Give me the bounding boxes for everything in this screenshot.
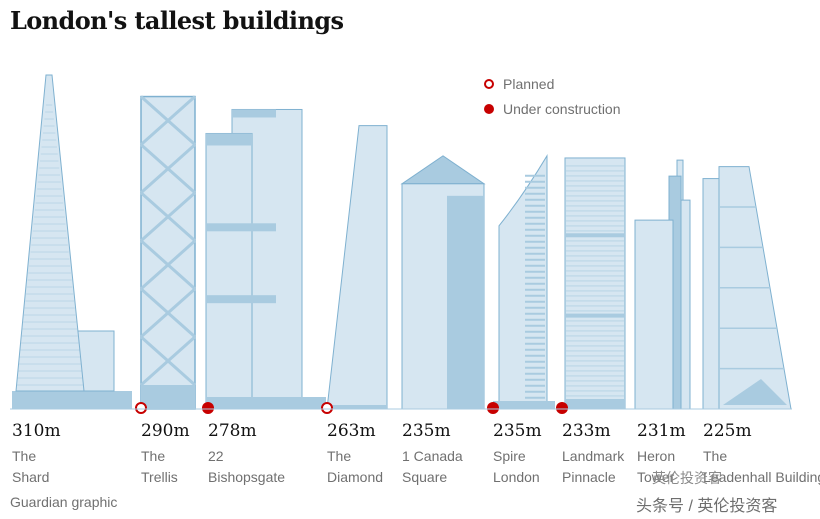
name-label-line: 22 <box>208 448 224 464</box>
height-label-spire-london: 235m <box>493 421 542 441</box>
name-label-line: Trellis <box>141 469 178 485</box>
height-label-the-trellis: 290m <box>141 421 190 441</box>
shard-podium <box>12 391 132 409</box>
name-label-line: 1 Canada <box>402 448 463 464</box>
trellis-brace <box>140 191 196 242</box>
height-label-the-shard: 310m <box>12 421 61 441</box>
diamond-tower <box>326 125 388 410</box>
planned-marker-icon <box>484 78 494 89</box>
name-label-line: The <box>327 448 352 464</box>
name-label-line: Landmark <box>562 448 625 464</box>
name-label-line: Tower <box>637 469 675 485</box>
legend-label-planned: Planned <box>503 75 555 92</box>
name-label-line: Square <box>402 469 448 485</box>
name-label-22-bishopsgate: 22 Bishopsgate <box>208 446 285 488</box>
name-label-the-trellis: The Trellis <box>141 446 178 488</box>
bishopsgate-low-block <box>205 132 253 410</box>
building-the-shard <box>12 74 132 409</box>
building-landmark-pinnacle <box>564 157 626 410</box>
name-label-the-shard: The Shard <box>12 446 49 488</box>
credit: Guardian graphic <box>10 494 118 510</box>
diamond-base <box>327 405 387 409</box>
name-label-the-diamond: The Diamond <box>327 446 383 488</box>
status-marker-the-trellis <box>135 402 147 414</box>
watermark-logo: 英伦投资客 <box>652 470 722 486</box>
pinnacle-base <box>565 399 625 409</box>
building-spire-london <box>493 154 555 409</box>
shard-annex <box>77 330 115 392</box>
name-label-line: Pinnacle <box>562 469 616 485</box>
name-label-line: Leadenhall Building <box>703 469 820 485</box>
name-label-the-leadenhall-building: The Leadenhall Building <box>703 446 820 488</box>
name-label-1-canada-square: 1 Canada Square <box>402 446 463 488</box>
bishopsgate-band <box>206 133 252 146</box>
chart-title: London's tallest buildings <box>10 6 344 35</box>
bishopsgate-floor-band <box>206 223 276 232</box>
legend-item-planned: Planned <box>484 71 621 96</box>
under-construction-marker-icon <box>484 103 494 114</box>
building-1-canada-square <box>400 155 486 410</box>
trellis-brace <box>140 287 196 339</box>
trellis-frame <box>140 95 196 410</box>
bishopsgate-floor-band <box>206 295 276 304</box>
trellis-brace <box>140 95 196 146</box>
heron-main-block <box>634 219 674 410</box>
name-label-heron-tower: Heron Tower <box>637 446 675 488</box>
height-label-the-diamond: 263m <box>327 421 376 441</box>
legend: Planned Under construction <box>484 71 621 121</box>
building-the-leadenhall-building <box>702 166 792 410</box>
spire-base <box>493 401 555 409</box>
name-label-line: Heron <box>637 448 676 464</box>
building-heron-tower <box>634 159 691 410</box>
pinnacle-band <box>565 233 625 238</box>
legend-label-under-construction: Under construction <box>503 100 621 117</box>
watermark: 头条号 / 英伦投资客 <box>636 498 778 515</box>
pinnacle-band <box>565 313 625 318</box>
name-label-spire-london: Spire London <box>493 446 540 488</box>
name-label-line: The <box>703 448 728 464</box>
status-marker-landmark-pinnacle <box>556 402 568 414</box>
building-the-diamond <box>326 125 388 410</box>
height-label-22-bishopsgate: 278m <box>208 421 257 441</box>
legend-item-under-construction: Under construction <box>484 96 621 121</box>
trellis-brace <box>140 239 196 290</box>
height-label-landmark-pinnacle: 233m <box>562 421 611 441</box>
trellis-brace <box>140 335 196 387</box>
name-label-line: The <box>12 448 37 464</box>
name-label-landmark-pinnacle: Landmark Pinnacle <box>562 446 624 488</box>
status-marker-22-bishopsgate <box>202 402 214 414</box>
height-label-heron-tower: 231m <box>637 421 686 441</box>
name-label-line: Spire <box>493 448 526 464</box>
bishopsgate-crown <box>232 109 276 118</box>
canada-shadow <box>447 195 484 409</box>
building-the-trellis <box>140 95 196 410</box>
height-label-the-leadenhall-building: 225m <box>703 421 752 441</box>
pinnacle-tower <box>564 157 626 410</box>
trellis-base <box>141 385 195 409</box>
status-marker-spire-london <box>487 402 499 414</box>
status-marker-the-diamond <box>321 402 333 414</box>
name-label-line: Bishopsgate <box>208 469 286 485</box>
name-label-line: The <box>141 448 166 464</box>
leadenhall-core <box>702 178 720 410</box>
shard-tower <box>15 74 85 392</box>
name-label-line: London <box>493 469 540 485</box>
height-label-1-canada-square: 235m <box>402 421 451 441</box>
canada-pyramid <box>400 155 486 185</box>
name-label-line: Shard <box>12 469 50 485</box>
name-label-line: Diamond <box>327 469 384 485</box>
building-22-bishopsgate <box>205 108 326 410</box>
trellis-brace <box>140 143 196 194</box>
heron-side-block <box>680 199 691 410</box>
bishopsgate-base <box>206 397 326 409</box>
leadenhall-plaza <box>723 379 787 405</box>
